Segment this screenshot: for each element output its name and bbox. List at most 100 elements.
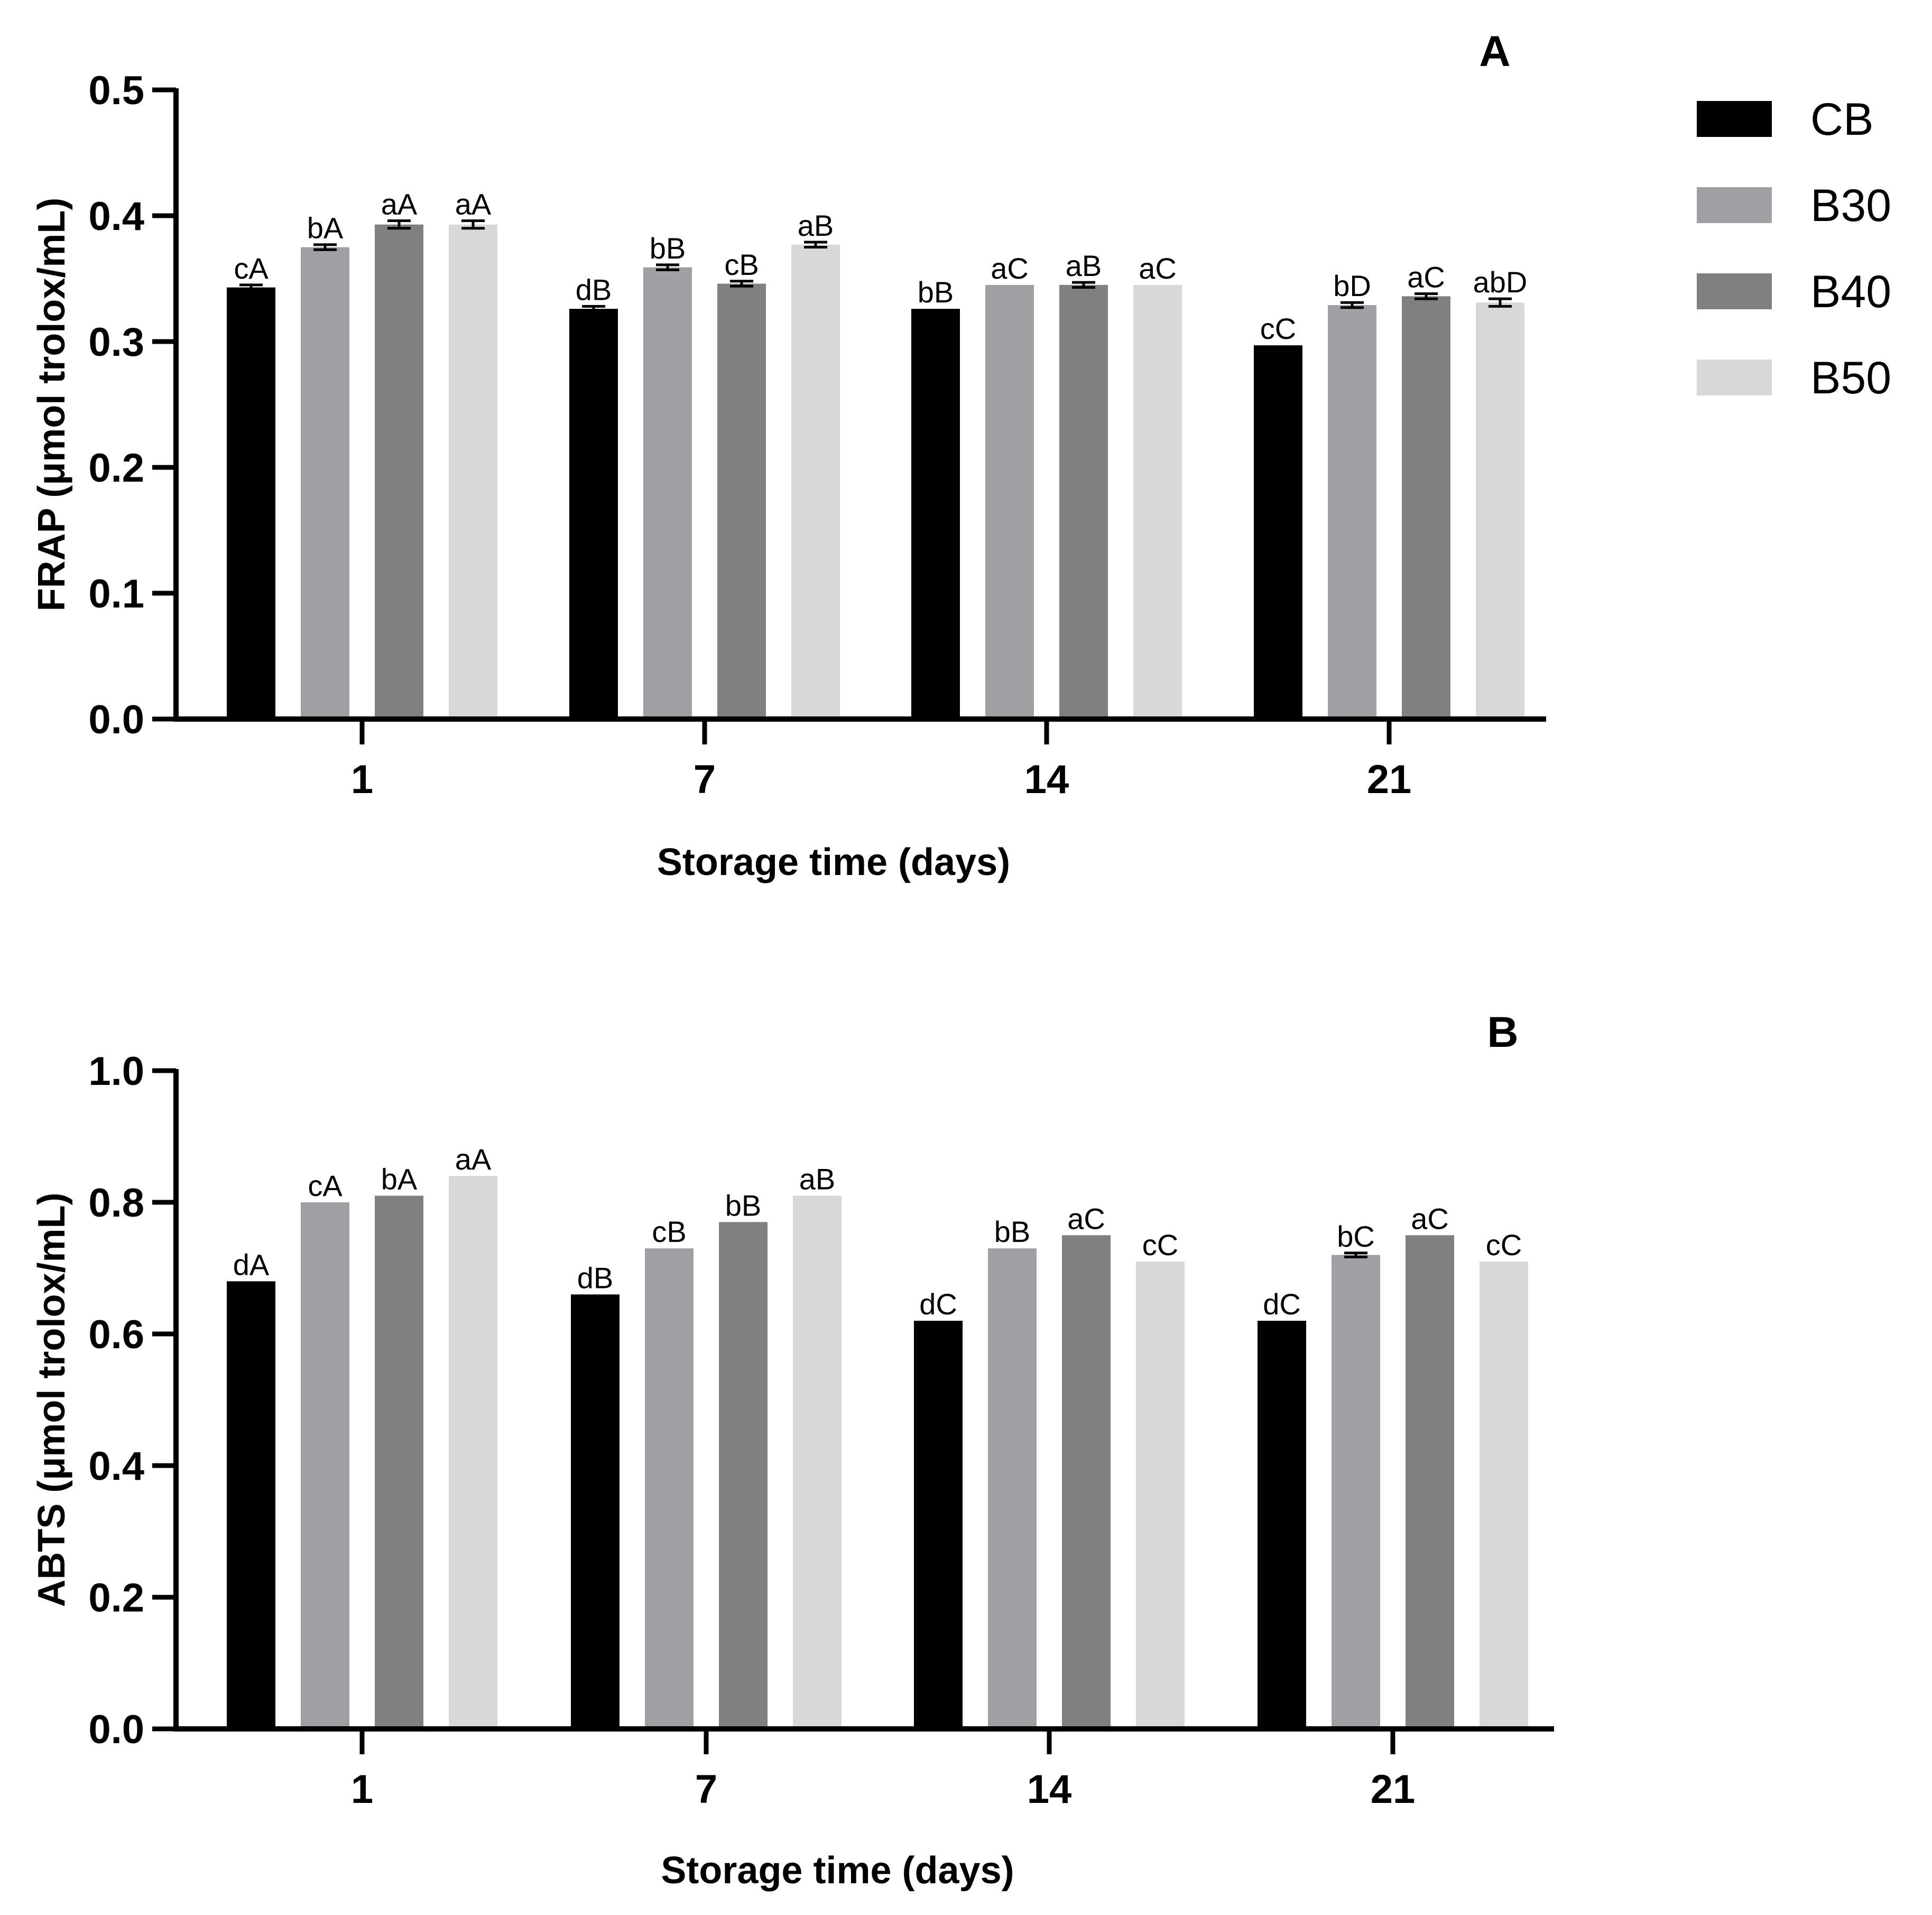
bar-b50-day-21	[1476, 302, 1524, 719]
x-tick-label: 14	[1024, 757, 1069, 802]
bar-b30-day-1	[301, 247, 349, 719]
significance-label: dC	[1263, 1287, 1301, 1321]
bar-cb-day-1	[227, 1281, 275, 1729]
bar-b40-day-14	[1062, 1235, 1111, 1729]
bar-b40-day-14	[1059, 284, 1108, 719]
bar-b50-day-14	[1133, 284, 1182, 719]
significance-label: aC	[1411, 1202, 1449, 1235]
significance-label: bB	[650, 232, 686, 265]
x-tick-label: 14	[1027, 1767, 1072, 1812]
y-tick-label: 0.8	[88, 1181, 144, 1226]
significance-label: bA	[307, 211, 344, 245]
legend-swatch-cb	[1697, 101, 1772, 137]
bar-b30-day-21	[1328, 305, 1376, 719]
bar-b50-day-1	[449, 1176, 497, 1729]
bar-cb-day-21	[1254, 345, 1302, 719]
panel-b-chart: dA dB dC dC cA cB bB bC bA bB aC aC aA aB cC cC 0.0 0.2 0.…	[31, 1008, 1554, 1892]
bar-cb-day-7	[569, 309, 618, 719]
legend-label-cb: CB	[1810, 94, 1873, 145]
panel-label: B	[1487, 1008, 1518, 1056]
significance-label: bD	[1333, 269, 1371, 302]
bar-b30-day-14	[988, 1248, 1037, 1729]
significance-label: aA	[381, 188, 418, 221]
y-tick-label: 0.6	[88, 1312, 144, 1357]
significance-label: aC	[991, 252, 1029, 285]
panel-a-chart: cA dB bB cC bA bB aC bD aA cB aB aC aA aB aC abD 0.0 0.1 0…	[31, 27, 1546, 883]
y-tick-label: 0.1	[88, 572, 144, 616]
bar-cb-day-14	[914, 1321, 963, 1729]
x-tick-label: 1	[351, 757, 373, 802]
significance-label: aA	[455, 188, 492, 221]
x-axis-title: Storage time (days)	[661, 1849, 1014, 1892]
significance-label: dB	[576, 273, 612, 306]
bar-b40-day-21	[1402, 296, 1450, 719]
bar-b30-day-21	[1332, 1255, 1380, 1729]
x-tick-label: 21	[1367, 757, 1412, 802]
significance-label: dC	[919, 1287, 957, 1321]
bar-b30-day-1	[301, 1202, 349, 1729]
x-tick-label: 21	[1371, 1767, 1416, 1812]
bar-b50-day-1	[449, 224, 497, 719]
legend-swatch-b50	[1697, 360, 1772, 395]
y-tick-label: 0.2	[88, 1576, 144, 1621]
significance-label: aC	[1139, 252, 1177, 285]
bar-b50-day-21	[1480, 1262, 1528, 1729]
panel-label: A	[1479, 27, 1510, 76]
bar-b50-day-7	[791, 244, 840, 719]
significance-label: cB	[724, 248, 759, 281]
bar-b40-day-7	[719, 1222, 768, 1729]
x-axis-title: Storage time (days)	[657, 841, 1010, 883]
significance-label: cC	[1260, 312, 1296, 345]
x-tick-label: 7	[694, 757, 716, 802]
significance-label: aB	[1066, 249, 1102, 282]
significance-label: bC	[1337, 1220, 1375, 1253]
legend-label-b30: B30	[1810, 180, 1891, 231]
significance-label: bB	[918, 275, 954, 309]
significance-label: aB	[798, 209, 834, 242]
bar-b40-day-1	[375, 224, 423, 719]
significance-label: cC	[1486, 1228, 1522, 1262]
y-axis-title: FRAP (μmol trolox/mL)	[31, 198, 73, 612]
significance-label: aB	[799, 1163, 836, 1196]
legend: CB B30 B40 B50	[1697, 94, 1891, 403]
y-tick-label: 1.0	[88, 1049, 144, 1094]
legend-label-b50: B50	[1810, 353, 1891, 403]
x-tick-label: 7	[695, 1767, 717, 1812]
significance-label: dB	[577, 1261, 614, 1294]
y-tick-label: 0.2	[88, 446, 144, 491]
legend-swatch-b40	[1697, 273, 1772, 309]
significance-label: aC	[1067, 1202, 1105, 1235]
significance-label: aA	[455, 1143, 492, 1176]
significance-label: cA	[234, 252, 269, 285]
bar-b50-day-14	[1136, 1262, 1185, 1729]
y-tick-label: 0.0	[88, 1707, 144, 1752]
significance-label: cA	[308, 1169, 343, 1202]
y-tick-label: 0.0	[88, 697, 144, 742]
bar-cb-day-21	[1258, 1321, 1306, 1729]
y-tick-label: 0.4	[88, 1444, 144, 1489]
bar-b40-day-21	[1406, 1235, 1454, 1729]
y-tick-label: 0.3	[88, 320, 144, 365]
significance-label: dA	[233, 1248, 270, 1281]
bar-b50-day-7	[793, 1195, 842, 1729]
x-tick-label: 1	[351, 1767, 373, 1812]
bar-b40-day-1	[375, 1195, 423, 1729]
bar-cb-day-1	[227, 287, 275, 719]
legend-swatch-b30	[1697, 187, 1772, 223]
legend-label-b40: B40	[1810, 266, 1891, 317]
bar-b30-day-7	[643, 267, 692, 720]
bar-b40-day-7	[717, 283, 766, 719]
significance-label: bB	[725, 1189, 762, 1222]
y-tick-label: 0.4	[88, 194, 144, 239]
y-tick-label: 0.5	[88, 68, 144, 113]
y-axis-title: ABTS (μmol trolox/mL)	[31, 1192, 73, 1607]
bar-cb-day-7	[571, 1294, 620, 1729]
bar-b30-day-14	[985, 284, 1034, 719]
significance-label: cB	[652, 1215, 686, 1248]
significance-label: bA	[381, 1163, 418, 1196]
bar-cb-day-14	[911, 309, 960, 719]
significance-label: abD	[1473, 265, 1528, 299]
significance-label: cC	[1142, 1228, 1178, 1262]
significance-label: bB	[994, 1215, 1031, 1248]
